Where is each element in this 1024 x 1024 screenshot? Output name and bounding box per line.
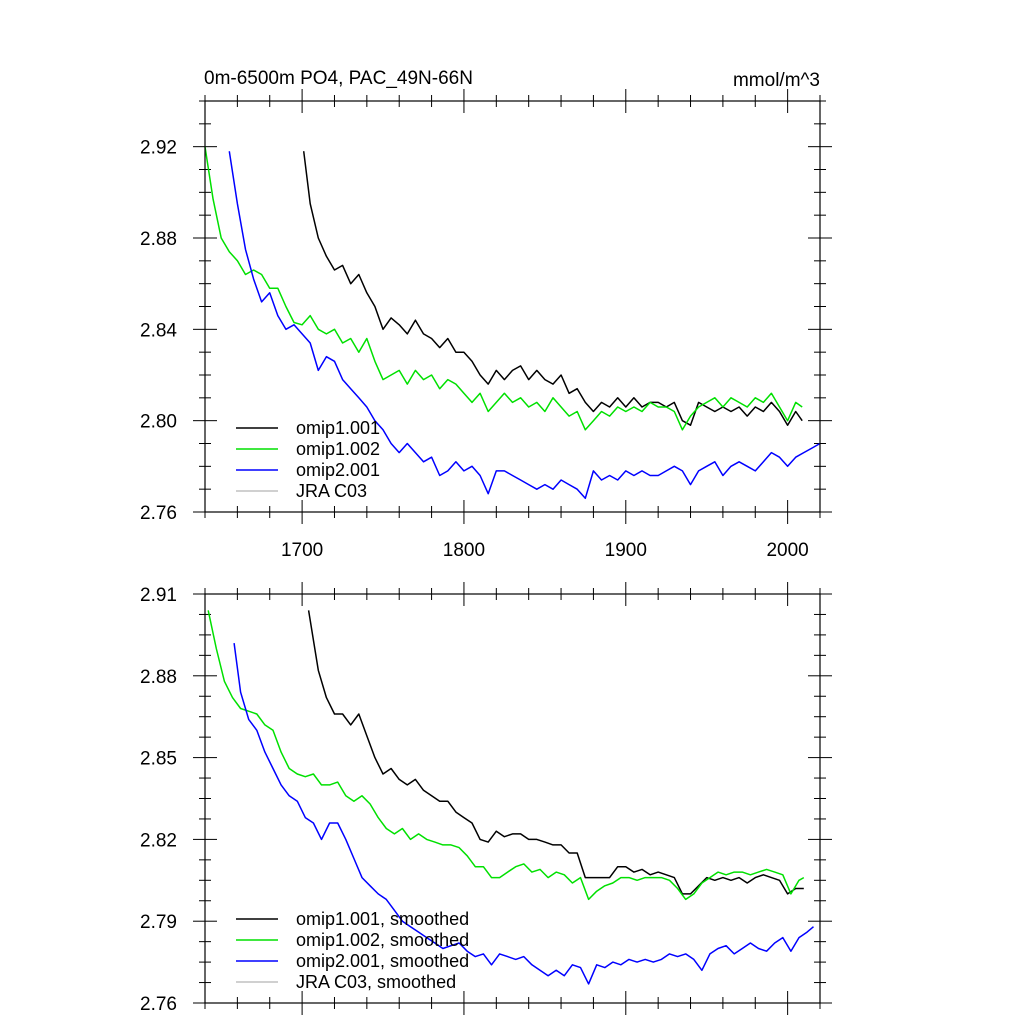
y-tick-label: 2.88 [140, 229, 177, 250]
y-tick-label: 2.80 [140, 412, 177, 433]
legend-label: omip1.002 [296, 439, 380, 459]
plot-frame [204, 100, 821, 513]
x-tick-label: 1900 [605, 540, 647, 561]
y-tick-label: 2.85 [140, 749, 177, 770]
x-tick-label: 2000 [766, 540, 808, 561]
x-tick-label: 1700 [281, 540, 323, 561]
y-tick-label: 2.79 [140, 912, 177, 933]
bottom-panel: 2.76 2.79 2.82 2.85 2.88 2.91 omip1.001, smoo… [140, 582, 832, 1015]
series-line-1 [207, 610, 805, 901]
y-tick-label: 2.91 [140, 585, 177, 606]
units-label: mmol/m^3 [733, 70, 820, 91]
series-lines [207, 610, 814, 985]
axis-ticks: 2.76 2.79 2.82 2.85 2.88 2.91 [140, 582, 832, 1015]
y-tick-label: 2.92 [140, 138, 177, 159]
axis-ticks: 1700 1800 1900 2000 2.76 2.80 2.84 2.88 2.92 [140, 89, 832, 561]
series-line-2 [228, 151, 821, 500]
y-tick-label: 2.88 [140, 667, 177, 688]
y-tick-label: 2.76 [140, 503, 177, 524]
top-panel: 0m-6500m PO4, PAC_49N-66N mmol/m^3 1700 1… [140, 68, 832, 561]
legend-label: omip2.001, smoothed [296, 951, 469, 971]
legend-label: JRA C03, smoothed [296, 972, 456, 992]
legend-label: omip1.001, smoothed [296, 909, 469, 929]
legend-label: omip1.002, smoothed [296, 930, 469, 950]
series-line-0 [302, 151, 803, 426]
legend-label: omip2.001 [296, 460, 380, 480]
series-line-1 [204, 146, 803, 431]
chart-title: 0m-6500m PO4, PAC_49N-66N [204, 68, 473, 89]
y-tick-label: 2.84 [140, 320, 177, 341]
y-tick-label: 2.82 [140, 830, 177, 851]
x-tick-label: 1800 [443, 540, 485, 561]
series-line-0 [307, 610, 804, 895]
legend-label: omip1.001 [296, 418, 380, 438]
legend-label: JRA C03 [296, 481, 367, 501]
series-lines [204, 146, 821, 500]
y-tick-label: 2.76 [140, 994, 177, 1015]
plot-frame [204, 593, 821, 1004]
series-line-2 [233, 643, 814, 985]
